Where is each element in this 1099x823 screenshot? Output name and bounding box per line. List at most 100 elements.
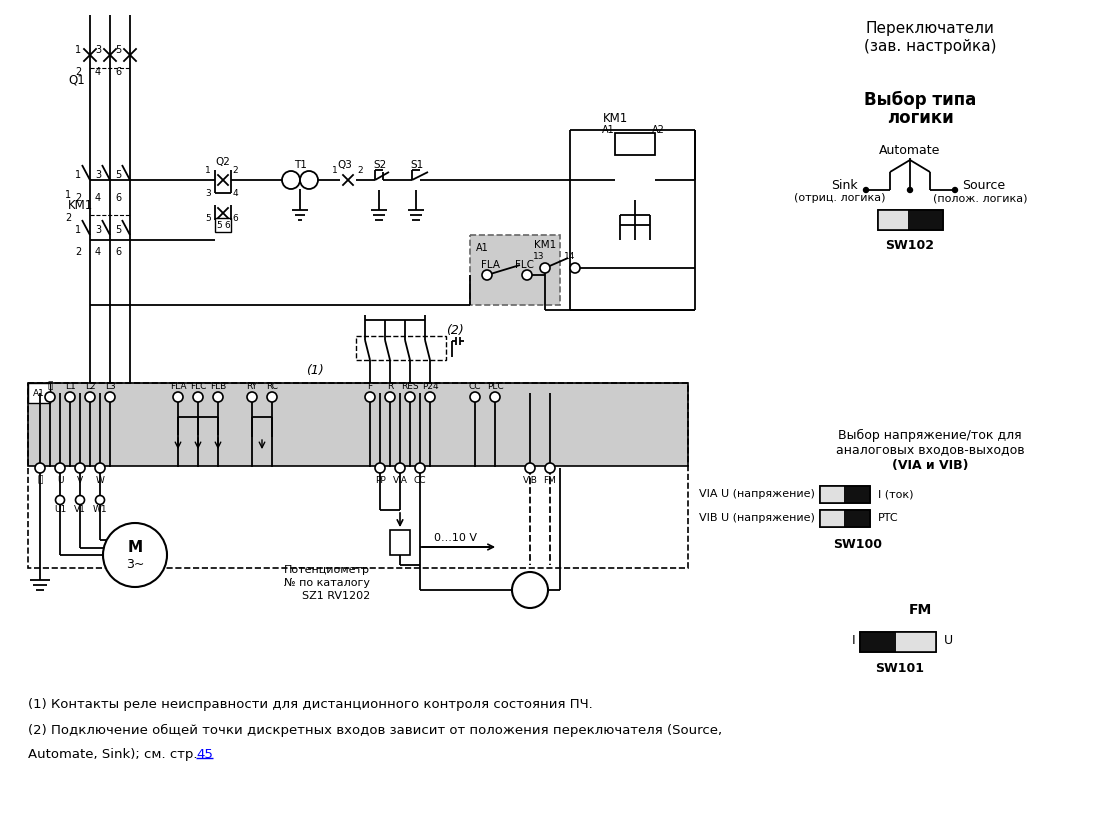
Text: Q3: Q3 [337,160,353,170]
Bar [861,632,936,652]
Text: U1: U1 [54,505,66,514]
Bar [27,383,49,403]
Bar [878,210,908,230]
Bar [215,218,231,232]
Text: 1: 1 [206,165,211,174]
Circle shape [470,392,480,402]
Text: P24: P24 [422,382,439,390]
Text: A1: A1 [33,388,45,398]
Text: (1) Контакты реле неисправности для дистанционного контроля состояния ПЧ.: (1) Контакты реле неисправности для дист… [27,698,592,711]
Text: ⏚: ⏚ [47,382,53,390]
Circle shape [267,392,277,402]
Text: 5: 5 [115,225,121,235]
Text: Потенциометр: Потенциометр [284,565,370,575]
Text: 6: 6 [224,221,230,230]
Bar [390,530,410,555]
Bar [820,510,844,527]
Text: CC: CC [413,476,426,485]
Text: VIB U (напряжение): VIB U (напряжение) [699,513,815,523]
Circle shape [425,392,435,402]
Circle shape [173,392,184,402]
Text: S1: S1 [410,160,423,170]
Text: VIA: VIA [392,476,408,485]
Circle shape [540,263,550,273]
Text: V: V [77,476,84,485]
Text: 2: 2 [65,213,71,223]
Text: I: I [852,634,855,647]
Bar [27,383,688,466]
Text: W: W [96,476,104,485]
Text: 5: 5 [115,45,121,55]
Text: 3: 3 [95,45,101,55]
Text: Automate, Sink); см. стр.: Automate, Sink); см. стр. [27,748,202,761]
Circle shape [385,392,395,402]
Text: RC: RC [266,382,278,390]
Text: CC: CC [469,382,481,390]
Text: аналоговых входов-выходов: аналоговых входов-выходов [835,444,1024,457]
Text: 3: 3 [206,188,211,198]
Text: 1: 1 [75,45,81,55]
Text: Q1: Q1 [68,73,85,86]
Text: FLA: FLA [169,382,186,390]
Text: Выбор типа: Выбор типа [864,91,976,109]
Text: M: M [127,540,143,555]
Text: логики: логики [887,109,953,127]
Text: RY: RY [246,382,257,390]
Text: A1: A1 [601,125,614,135]
Text: 1: 1 [65,190,71,200]
Text: 4: 4 [95,193,101,203]
Bar [820,486,870,503]
Text: 5: 5 [115,170,121,180]
Text: Sink: Sink [831,179,858,192]
Text: 14: 14 [564,252,576,261]
Text: 0...10 V: 0...10 V [433,533,477,543]
Text: VIB: VIB [522,476,537,485]
Text: 2: 2 [75,193,81,203]
Text: SZ1 RV1202: SZ1 RV1202 [302,591,370,601]
Text: 4: 4 [95,247,101,257]
Circle shape [213,392,223,402]
Circle shape [76,495,85,504]
Text: 1: 1 [75,170,81,180]
Text: 4: 4 [95,67,101,77]
Text: PP: PP [375,476,386,485]
Circle shape [482,270,492,280]
Circle shape [45,392,55,402]
Bar [861,632,896,652]
Text: KM1: KM1 [68,198,93,212]
Text: 2: 2 [75,67,81,77]
Text: FM: FM [544,476,556,485]
Bar [861,632,936,652]
Text: 6: 6 [115,67,121,77]
Text: 1: 1 [75,225,81,235]
Text: 4: 4 [232,188,237,198]
Bar [844,486,870,503]
Text: 2: 2 [75,247,81,257]
Text: W1: W1 [92,505,108,514]
Text: 2: 2 [232,165,237,174]
Text: Выбор напряжение/ток для: Выбор напряжение/ток для [839,429,1022,441]
Text: 3: 3 [95,170,101,180]
Bar [820,510,870,527]
Circle shape [106,392,115,402]
Text: A1: A1 [476,243,489,253]
Text: 5: 5 [206,213,211,222]
Circle shape [96,495,104,504]
Text: № по каталогу: № по каталогу [284,578,370,588]
Text: SW102: SW102 [886,239,934,252]
Bar [820,510,870,527]
Circle shape [415,463,425,473]
Circle shape [103,523,167,587]
Bar [356,336,446,360]
Text: (VIA и VIB): (VIA и VIB) [891,458,968,472]
Circle shape [522,270,532,280]
Circle shape [75,463,85,473]
Text: L1: L1 [65,382,76,390]
Circle shape [35,463,45,473]
Text: SW101: SW101 [876,662,924,675]
Circle shape [953,188,957,193]
Circle shape [375,463,385,473]
Text: ⏚: ⏚ [37,476,43,485]
Bar [27,383,688,466]
Circle shape [545,463,555,473]
